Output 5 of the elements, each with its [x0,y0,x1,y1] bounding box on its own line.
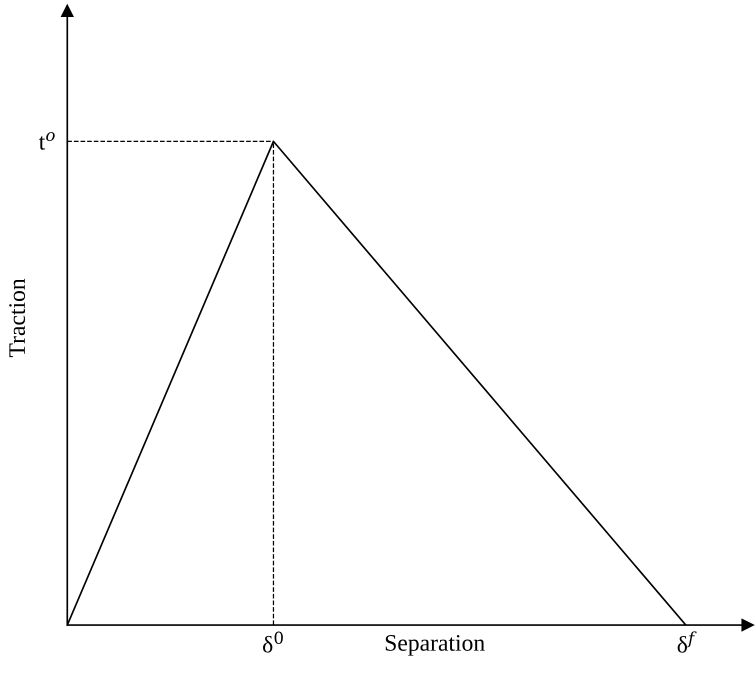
x-axis-title: Separation [386,635,485,656]
x-tick-label: δ$^{f}$ [678,631,697,653]
y-axis-title: Traction [9,278,26,358]
x-tick-label: δ$^{0}$ [263,632,283,653]
ref-line-label: t$^{o}$ [38,132,55,150]
